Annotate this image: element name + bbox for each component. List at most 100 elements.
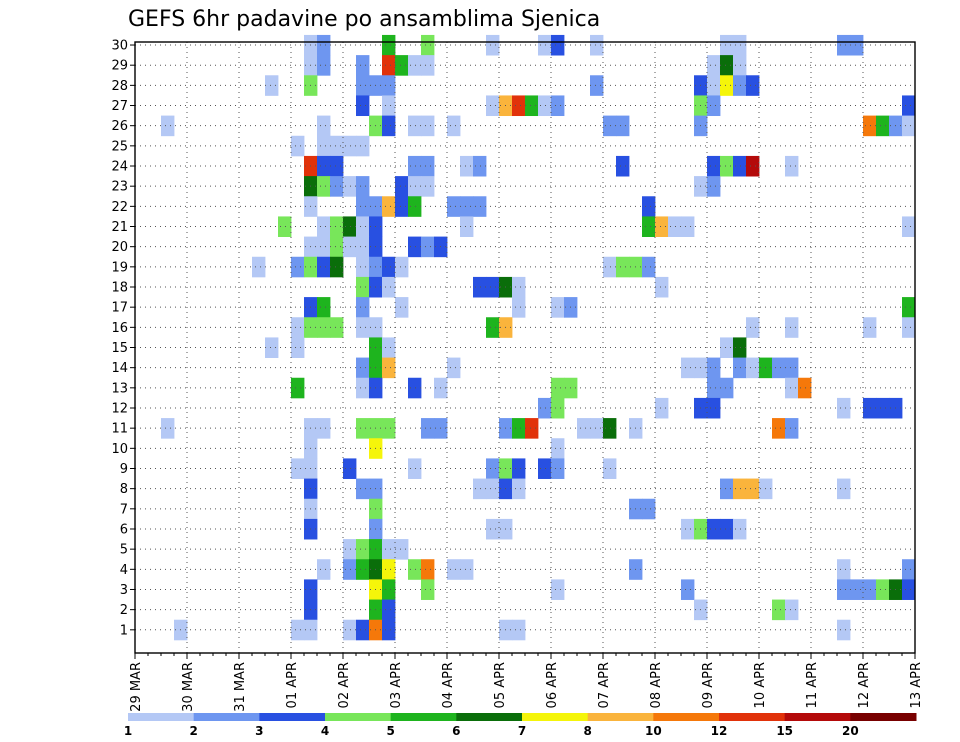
heatmap-cell — [343, 539, 357, 560]
heatmap-cell — [343, 216, 357, 237]
heatmap-cell — [551, 458, 565, 479]
heatmap-cell — [512, 458, 526, 479]
heatmap-cell — [707, 357, 721, 379]
heatmap-cell — [733, 55, 747, 76]
heatmap-cell — [512, 297, 526, 318]
heatmap-cell — [746, 155, 760, 177]
heatmap-cell — [421, 236, 435, 258]
heatmap-cell — [538, 458, 552, 479]
heatmap-cell — [330, 317, 344, 338]
heatmap-cell — [382, 539, 396, 560]
heatmap-cell — [408, 236, 422, 258]
heatmap-cell — [395, 256, 409, 278]
heatmap-cell — [356, 297, 370, 318]
heatmap-cell — [902, 115, 916, 137]
y-tick-label: 4 — [120, 563, 128, 578]
heatmap-cell — [720, 377, 734, 399]
heatmap-cell — [538, 397, 552, 419]
heatmap-cell — [733, 34, 747, 56]
heatmap-cell — [733, 75, 747, 96]
heatmap-cell — [486, 518, 500, 540]
y-tick-label: 21 — [111, 220, 128, 235]
heatmap-cell — [668, 216, 682, 237]
legend-swatch — [259, 713, 326, 721]
heatmap-cell — [707, 176, 721, 197]
y-tick-label: 29 — [111, 59, 128, 74]
heatmap-cell — [343, 176, 357, 197]
heatmap-cell — [421, 34, 435, 56]
heatmap-cell — [395, 196, 409, 217]
x-tick-label: 30 MAR — [181, 662, 196, 712]
heatmap-cell — [538, 95, 552, 117]
heatmap-cell — [421, 115, 435, 137]
heatmap-cell — [902, 317, 916, 338]
heatmap-cell — [278, 216, 292, 237]
heatmap-cell — [785, 155, 799, 177]
heatmap-cell — [681, 216, 695, 237]
legend-swatch — [587, 713, 654, 721]
heatmap-cell — [902, 216, 916, 237]
heatmap-cell — [408, 377, 422, 399]
heatmap-cell — [252, 256, 266, 278]
heatmap-cell — [577, 418, 591, 439]
heatmap-cell — [720, 34, 734, 56]
y-tick-label: 6 — [120, 522, 128, 537]
heatmap-cell — [395, 297, 409, 318]
heatmap-cell — [460, 216, 474, 237]
heatmap-cell — [382, 276, 396, 298]
heatmap-cell — [382, 357, 396, 379]
heatmap-cell — [317, 34, 331, 56]
heatmap-cell — [317, 55, 331, 76]
heatmap-cell — [356, 539, 370, 560]
heatmap-cell — [733, 155, 747, 177]
heatmap-cell — [382, 55, 396, 76]
heatmap-cell — [512, 418, 526, 439]
heatmap-cell — [551, 397, 565, 419]
heatmap-cell — [473, 276, 487, 298]
heatmap-cell — [382, 599, 396, 621]
heatmap-cell — [538, 34, 552, 56]
heatmap-cell — [837, 559, 851, 580]
grid-lines — [135, 42, 915, 653]
heatmap-cell — [642, 498, 656, 520]
heatmap-cell — [837, 397, 851, 419]
heatmap-cell — [408, 115, 422, 137]
y-tick-label: 5 — [120, 543, 128, 558]
y-tick-label: 2 — [120, 603, 128, 618]
y-tick-label: 26 — [111, 119, 128, 134]
heatmap-cell — [317, 256, 331, 278]
heatmap-cell — [707, 377, 721, 399]
legend-label: 8 — [583, 724, 591, 738]
heatmap-cell — [330, 216, 344, 237]
y-tick-label: 13 — [111, 381, 128, 396]
x-tick-label: 13 APR — [909, 662, 924, 708]
heatmap-cell — [382, 196, 396, 217]
y-tick-label: 18 — [111, 281, 128, 296]
heatmap-cell — [291, 619, 305, 641]
heatmap-cell — [317, 155, 331, 177]
y-tick-label: 10 — [111, 442, 128, 457]
heatmap-cell — [616, 115, 630, 137]
legend-swatch — [653, 713, 720, 721]
heatmap-cell — [681, 357, 695, 379]
legend-swatch — [390, 713, 457, 721]
legend-label: 10 — [645, 724, 662, 738]
heatmap-cell — [863, 397, 877, 419]
heatmap-cell — [720, 337, 734, 358]
heatmap-cell — [590, 34, 604, 56]
heatmap-cell — [161, 115, 175, 137]
heatmap-cell — [356, 55, 370, 76]
y-tick-label: 27 — [111, 99, 128, 114]
y-tick-label: 3 — [120, 583, 128, 598]
heatmap-cell — [707, 95, 721, 117]
heatmap-cell — [291, 337, 305, 358]
heatmap-cell — [473, 155, 487, 177]
heatmap-cell — [447, 559, 461, 580]
heatmap-cell — [746, 357, 760, 379]
x-tick-label: 02 APR — [337, 662, 352, 708]
heatmap-cell — [408, 176, 422, 197]
heatmap-cell — [720, 155, 734, 177]
heatmap-cell — [382, 95, 396, 117]
legend-label: 6 — [452, 724, 460, 738]
heatmap-cell — [551, 297, 565, 318]
